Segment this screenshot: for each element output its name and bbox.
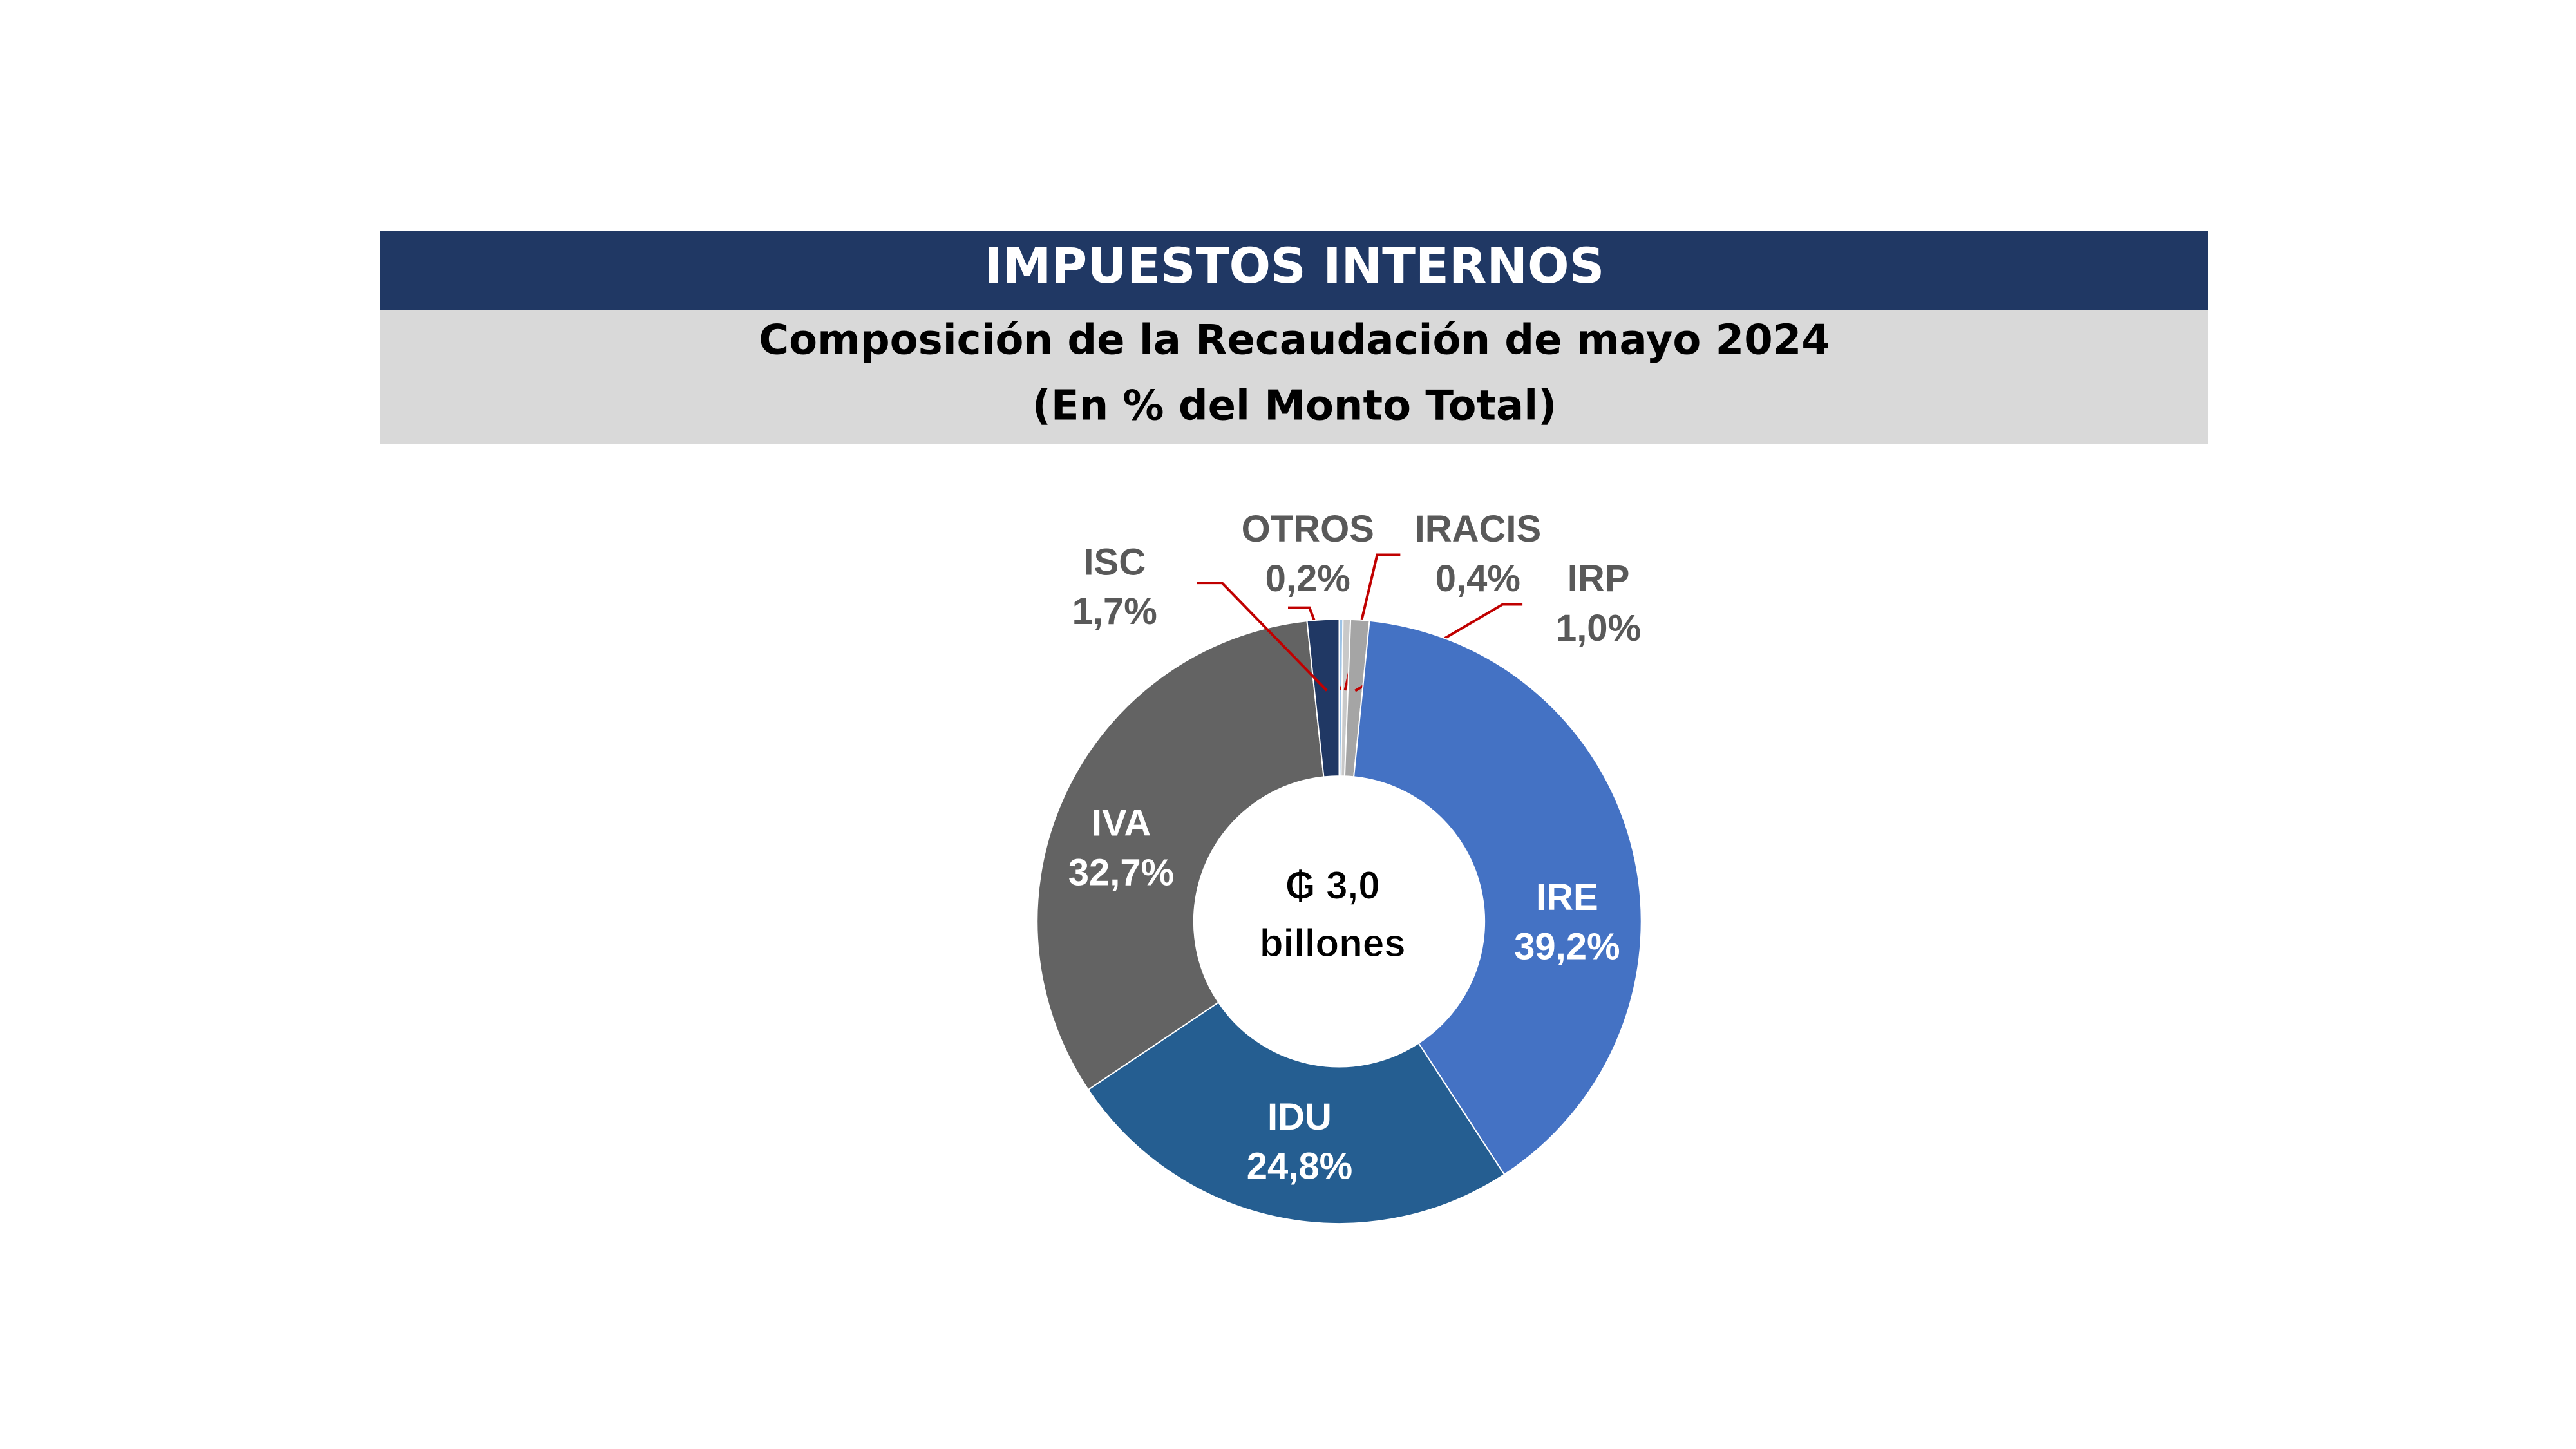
subtitle-bar xyxy=(380,310,2208,444)
donut-slice xyxy=(1353,620,1642,1176)
chart-subtitle: Composición de la Recaudación de mayo 20… xyxy=(759,317,1830,365)
value-label: 0,2% xyxy=(1265,558,1350,600)
value-label: 1,7% xyxy=(1072,591,1157,632)
slice-label: IRACIS xyxy=(1415,508,1542,550)
slice-label: ISC xyxy=(1083,541,1146,583)
slice-label: IDU xyxy=(1267,1096,1332,1138)
chart-title: IMPUESTOS INTERNOS xyxy=(985,237,1605,294)
value-label: 1,0% xyxy=(1556,607,1641,649)
slice-label: IVA xyxy=(1092,802,1151,844)
donut-slice xyxy=(1036,620,1325,1091)
donut-slice xyxy=(1087,1001,1506,1224)
center-label: ₲ 3,0 xyxy=(1285,864,1380,907)
value-label: 24,8% xyxy=(1247,1146,1352,1188)
leader-line xyxy=(1197,582,1328,692)
slice-label: IRE xyxy=(1536,876,1598,918)
title-bar xyxy=(380,231,2208,310)
chart-subtitle: (En % del Monto Total) xyxy=(1032,383,1557,430)
value-label: 39,2% xyxy=(1514,926,1620,968)
value-label: 0,4% xyxy=(1435,558,1520,600)
center-label: billones xyxy=(1260,922,1406,965)
donut-slice xyxy=(1306,618,1340,778)
slice-label: IRP xyxy=(1567,558,1630,600)
slice-label: OTROS xyxy=(1242,508,1374,550)
value-label: 32,7% xyxy=(1068,851,1174,893)
